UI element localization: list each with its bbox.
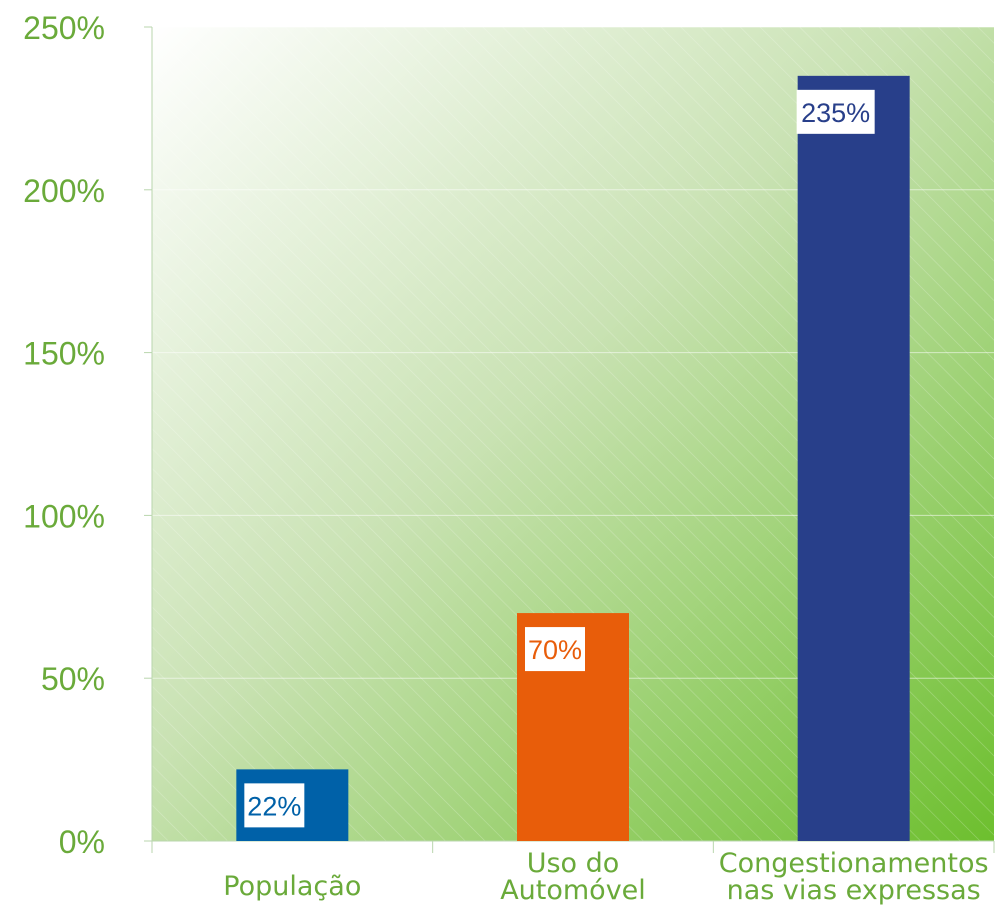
data-label: 70%: [528, 635, 582, 665]
y-tick-label: 200%: [23, 173, 105, 209]
bar: [797, 75, 910, 842]
x-tick-label-line: Congestionamentos: [719, 848, 989, 879]
data-label-box: [525, 627, 585, 672]
y-tick-label: 250%: [23, 10, 105, 46]
x-tick-label: População: [223, 871, 361, 902]
x-tick-label: Congestionamentos nas vias expressas: [719, 848, 989, 906]
data-label: 22%: [247, 791, 301, 821]
y-tick-label: 100%: [23, 498, 105, 534]
x-tick-label-line: nas vias expressas: [727, 875, 981, 906]
x-tick-label: Uso do Automóvel: [500, 848, 646, 906]
x-tick-label-line: População: [223, 871, 361, 902]
y-tick-label: 150%: [23, 336, 105, 372]
data-label-box: [796, 89, 875, 134]
x-tick-label-line: Uso do: [527, 848, 620, 879]
data-label-box: [244, 783, 305, 828]
data-label: 235%: [801, 98, 870, 128]
x-tick-label-line: Automóvel: [500, 875, 646, 906]
y-tick-label: 0%: [59, 824, 105, 860]
y-tick-label: 50%: [41, 661, 105, 697]
